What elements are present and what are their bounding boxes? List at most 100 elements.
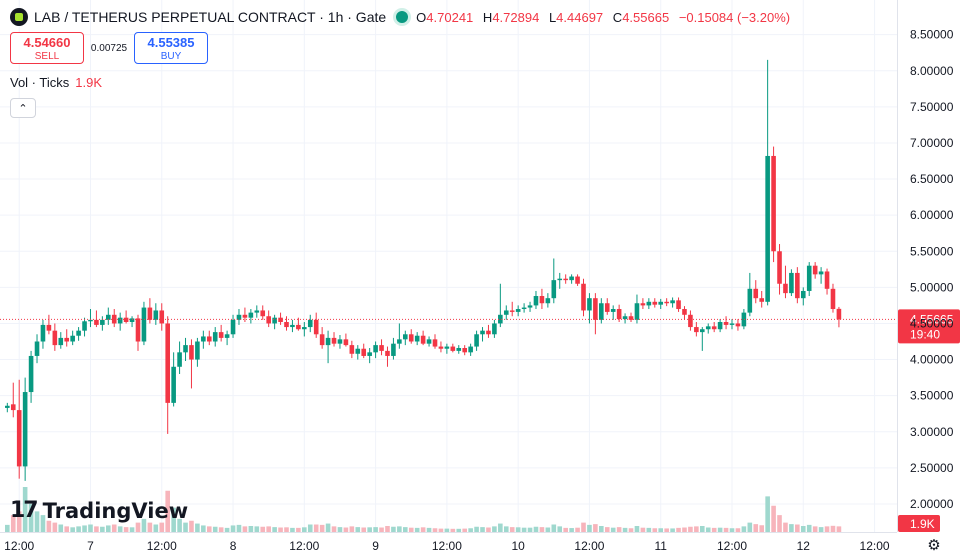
- candle-body: [230, 319, 236, 335]
- candle-body: [94, 319, 99, 325]
- volume-bar: [28, 503, 34, 532]
- volume-bar: [16, 511, 22, 532]
- volume-bar: [129, 527, 135, 532]
- volume-bar: [664, 528, 669, 532]
- volume-bar: [777, 515, 782, 532]
- volume-bar: [290, 527, 295, 532]
- candle-body: [117, 317, 123, 324]
- volume-bar: [462, 528, 467, 532]
- volume-bar: [420, 527, 426, 532]
- candle-body: [676, 300, 681, 310]
- candle-body: [664, 301, 669, 304]
- price-tick-label: 5.00000: [910, 280, 954, 294]
- sell-button[interactable]: 4.54660 SELL: [10, 32, 84, 64]
- candle-body: [705, 326, 711, 330]
- buy-price: 4.55385: [147, 34, 195, 50]
- tradingview-wordmark: TradingView: [42, 498, 189, 523]
- candle-body: [444, 346, 450, 349]
- volume-bar: [818, 527, 824, 532]
- volume-bar: [622, 527, 628, 532]
- volume-bar: [414, 527, 420, 532]
- candle-body: [735, 323, 741, 327]
- sell-price: 4.54660: [23, 34, 71, 50]
- open-value: 4.70241: [426, 9, 474, 25]
- price-tick-label: 8.00000: [910, 64, 954, 78]
- volume-bar: [711, 527, 717, 532]
- candle-body: [539, 296, 545, 304]
- price-tick-label: 2.50000: [910, 461, 954, 475]
- candle-body: [397, 339, 402, 344]
- volume-bar: [201, 525, 206, 532]
- candle-body: [795, 272, 800, 299]
- volume-bar: [521, 527, 527, 532]
- candle-body: [224, 334, 230, 338]
- candle-body: [248, 312, 254, 318]
- volume-bar: [474, 526, 479, 532]
- candle-body: [587, 298, 592, 311]
- sell-label: SELL: [34, 50, 60, 62]
- price-tick-label: 5.50000: [910, 244, 954, 258]
- volume-bar: [426, 527, 432, 532]
- volume-bar: [812, 526, 818, 532]
- volume-indicator-label: Vol · Ticks: [10, 75, 70, 90]
- candle-body: [106, 314, 111, 320]
- price-tick-label: 2.00000: [910, 497, 954, 511]
- candle-body: [52, 330, 58, 346]
- candle-body: [313, 319, 319, 335]
- candle-body: [652, 301, 658, 305]
- tradingview-logo[interactable]: 17 TradingView: [10, 498, 188, 523]
- candle-body: [836, 308, 842, 320]
- candle-body: [171, 366, 176, 403]
- volume-bar: [319, 524, 325, 532]
- lab-coin-icon: [10, 8, 28, 26]
- candle-body: [76, 330, 81, 336]
- volume-bar: [123, 527, 129, 532]
- time-tick-label: 12:00: [147, 539, 177, 553]
- candle-body: [331, 337, 337, 344]
- volume-bar: [634, 526, 640, 532]
- volume-bar: [355, 527, 361, 532]
- candle-body: [379, 345, 384, 351]
- price-tick-label: 7.00000: [910, 136, 954, 150]
- volume-bar: [100, 526, 105, 532]
- volume-bar: [117, 526, 123, 532]
- candle-body: [581, 283, 586, 311]
- volume-bar: [604, 527, 610, 532]
- candle-body: [302, 327, 307, 330]
- countdown-tag-value: 19:40: [910, 327, 940, 341]
- volume-bar: [676, 527, 681, 532]
- collapse-legend-button[interactable]: ⌃: [10, 98, 36, 118]
- volume-bar: [397, 526, 402, 532]
- volume-bar: [278, 527, 283, 532]
- volume-bar: [498, 523, 503, 532]
- candle-body: [165, 323, 170, 403]
- candle-body: [195, 341, 200, 360]
- volume-bar: [224, 527, 230, 532]
- time-tick-label: 12:00: [717, 539, 747, 553]
- volume-bar: [480, 527, 485, 532]
- candle-body: [717, 322, 723, 330]
- volume-bar: [171, 507, 176, 532]
- volume-bar: [22, 487, 28, 532]
- candle-body: [610, 309, 616, 312]
- candle-body: [100, 319, 105, 325]
- volume-bar: [646, 527, 652, 532]
- close-label: C: [612, 9, 623, 25]
- volume-bar: [468, 528, 473, 532]
- price-tick-label: 3.00000: [910, 425, 954, 439]
- volume-bar: [563, 527, 568, 532]
- symbol-title[interactable]: LAB / TETHERUS PERPETUAL CONTRACT · 1h ·…: [34, 9, 387, 25]
- candle-body: [16, 410, 22, 467]
- volume-bar: [438, 528, 444, 532]
- volume-bar: [52, 522, 58, 532]
- gear-icon[interactable]: ⚙: [927, 537, 941, 554]
- volume-legend[interactable]: Vol · Ticks 1.9K: [10, 75, 102, 90]
- candle-body: [688, 314, 693, 328]
- buy-button[interactable]: 4.55385 BUY: [134, 32, 208, 64]
- volume-bar: [391, 526, 396, 532]
- volume-bar: [230, 525, 236, 532]
- time-tick-label: 10: [511, 539, 525, 553]
- volume-bar: [610, 527, 616, 532]
- volume-bar: [141, 518, 147, 532]
